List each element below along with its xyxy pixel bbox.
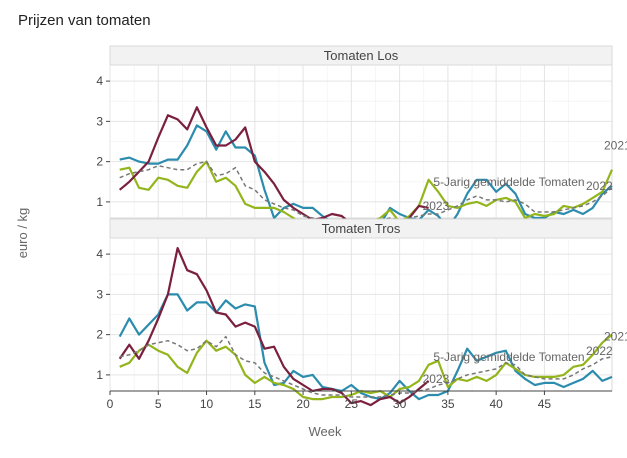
x-tick-label: 35 (441, 397, 455, 411)
panel-2-annotation-2023: 2023 (423, 372, 450, 386)
x-tick-label: 5 (155, 397, 162, 411)
panel-1-y-tick-label: 4 (96, 74, 103, 88)
panel-2-y-tick-label: 2 (96, 328, 103, 342)
chart-title: Prijzen van tomaten (18, 12, 151, 29)
panel-1-annotation-2021: 2021 (604, 139, 627, 153)
panel-2-series-avg-line (119, 335, 613, 398)
panel-1-y-tick-label: 1 (96, 195, 103, 209)
panel-2-strip-title: Tomaten Tros (322, 221, 401, 236)
x-tick-label: 25 (345, 397, 359, 411)
panel-2-annotation-2021: 2021 (604, 330, 627, 344)
y-axis-label: euro / kg (15, 208, 30, 259)
panel-1-annotation-2023: 2023 (423, 199, 450, 213)
panel-1-annotation-2022: 2022 (586, 179, 613, 193)
panel-2-annotation-2022: 2022 (586, 344, 613, 358)
panel-2-y-tick-label: 4 (96, 247, 103, 261)
panel-2-series-2021-line (118, 293, 613, 401)
x-tick-label: 30 (393, 397, 407, 411)
x-axis-label: Week (309, 424, 342, 439)
panel-2-series-2023-line (118, 247, 430, 407)
panel-1-y-tick-label: 3 (96, 114, 103, 128)
panel-2-y-tick-label: 1 (96, 368, 103, 382)
panel-1-annotation-avg: 5-Jarig gemiddelde Tomaten (433, 175, 584, 189)
x-tick-label: 10 (200, 397, 214, 411)
panel-1-strip-title: Tomaten Los (324, 48, 399, 63)
panel-2-annotation-avg: 5-Jarig gemiddelde Tomaten (433, 350, 584, 364)
x-tick-label: 15 (248, 397, 262, 411)
x-tick-label: 40 (489, 397, 503, 411)
x-tick-label: 45 (538, 397, 552, 411)
panel-1-series-avg-line (119, 160, 613, 223)
x-tick-label: 20 (296, 397, 310, 411)
panel-1-y-tick-label: 2 (96, 155, 103, 169)
panel-2-y-tick-label: 3 (96, 287, 103, 301)
x-tick-label: 0 (107, 397, 114, 411)
